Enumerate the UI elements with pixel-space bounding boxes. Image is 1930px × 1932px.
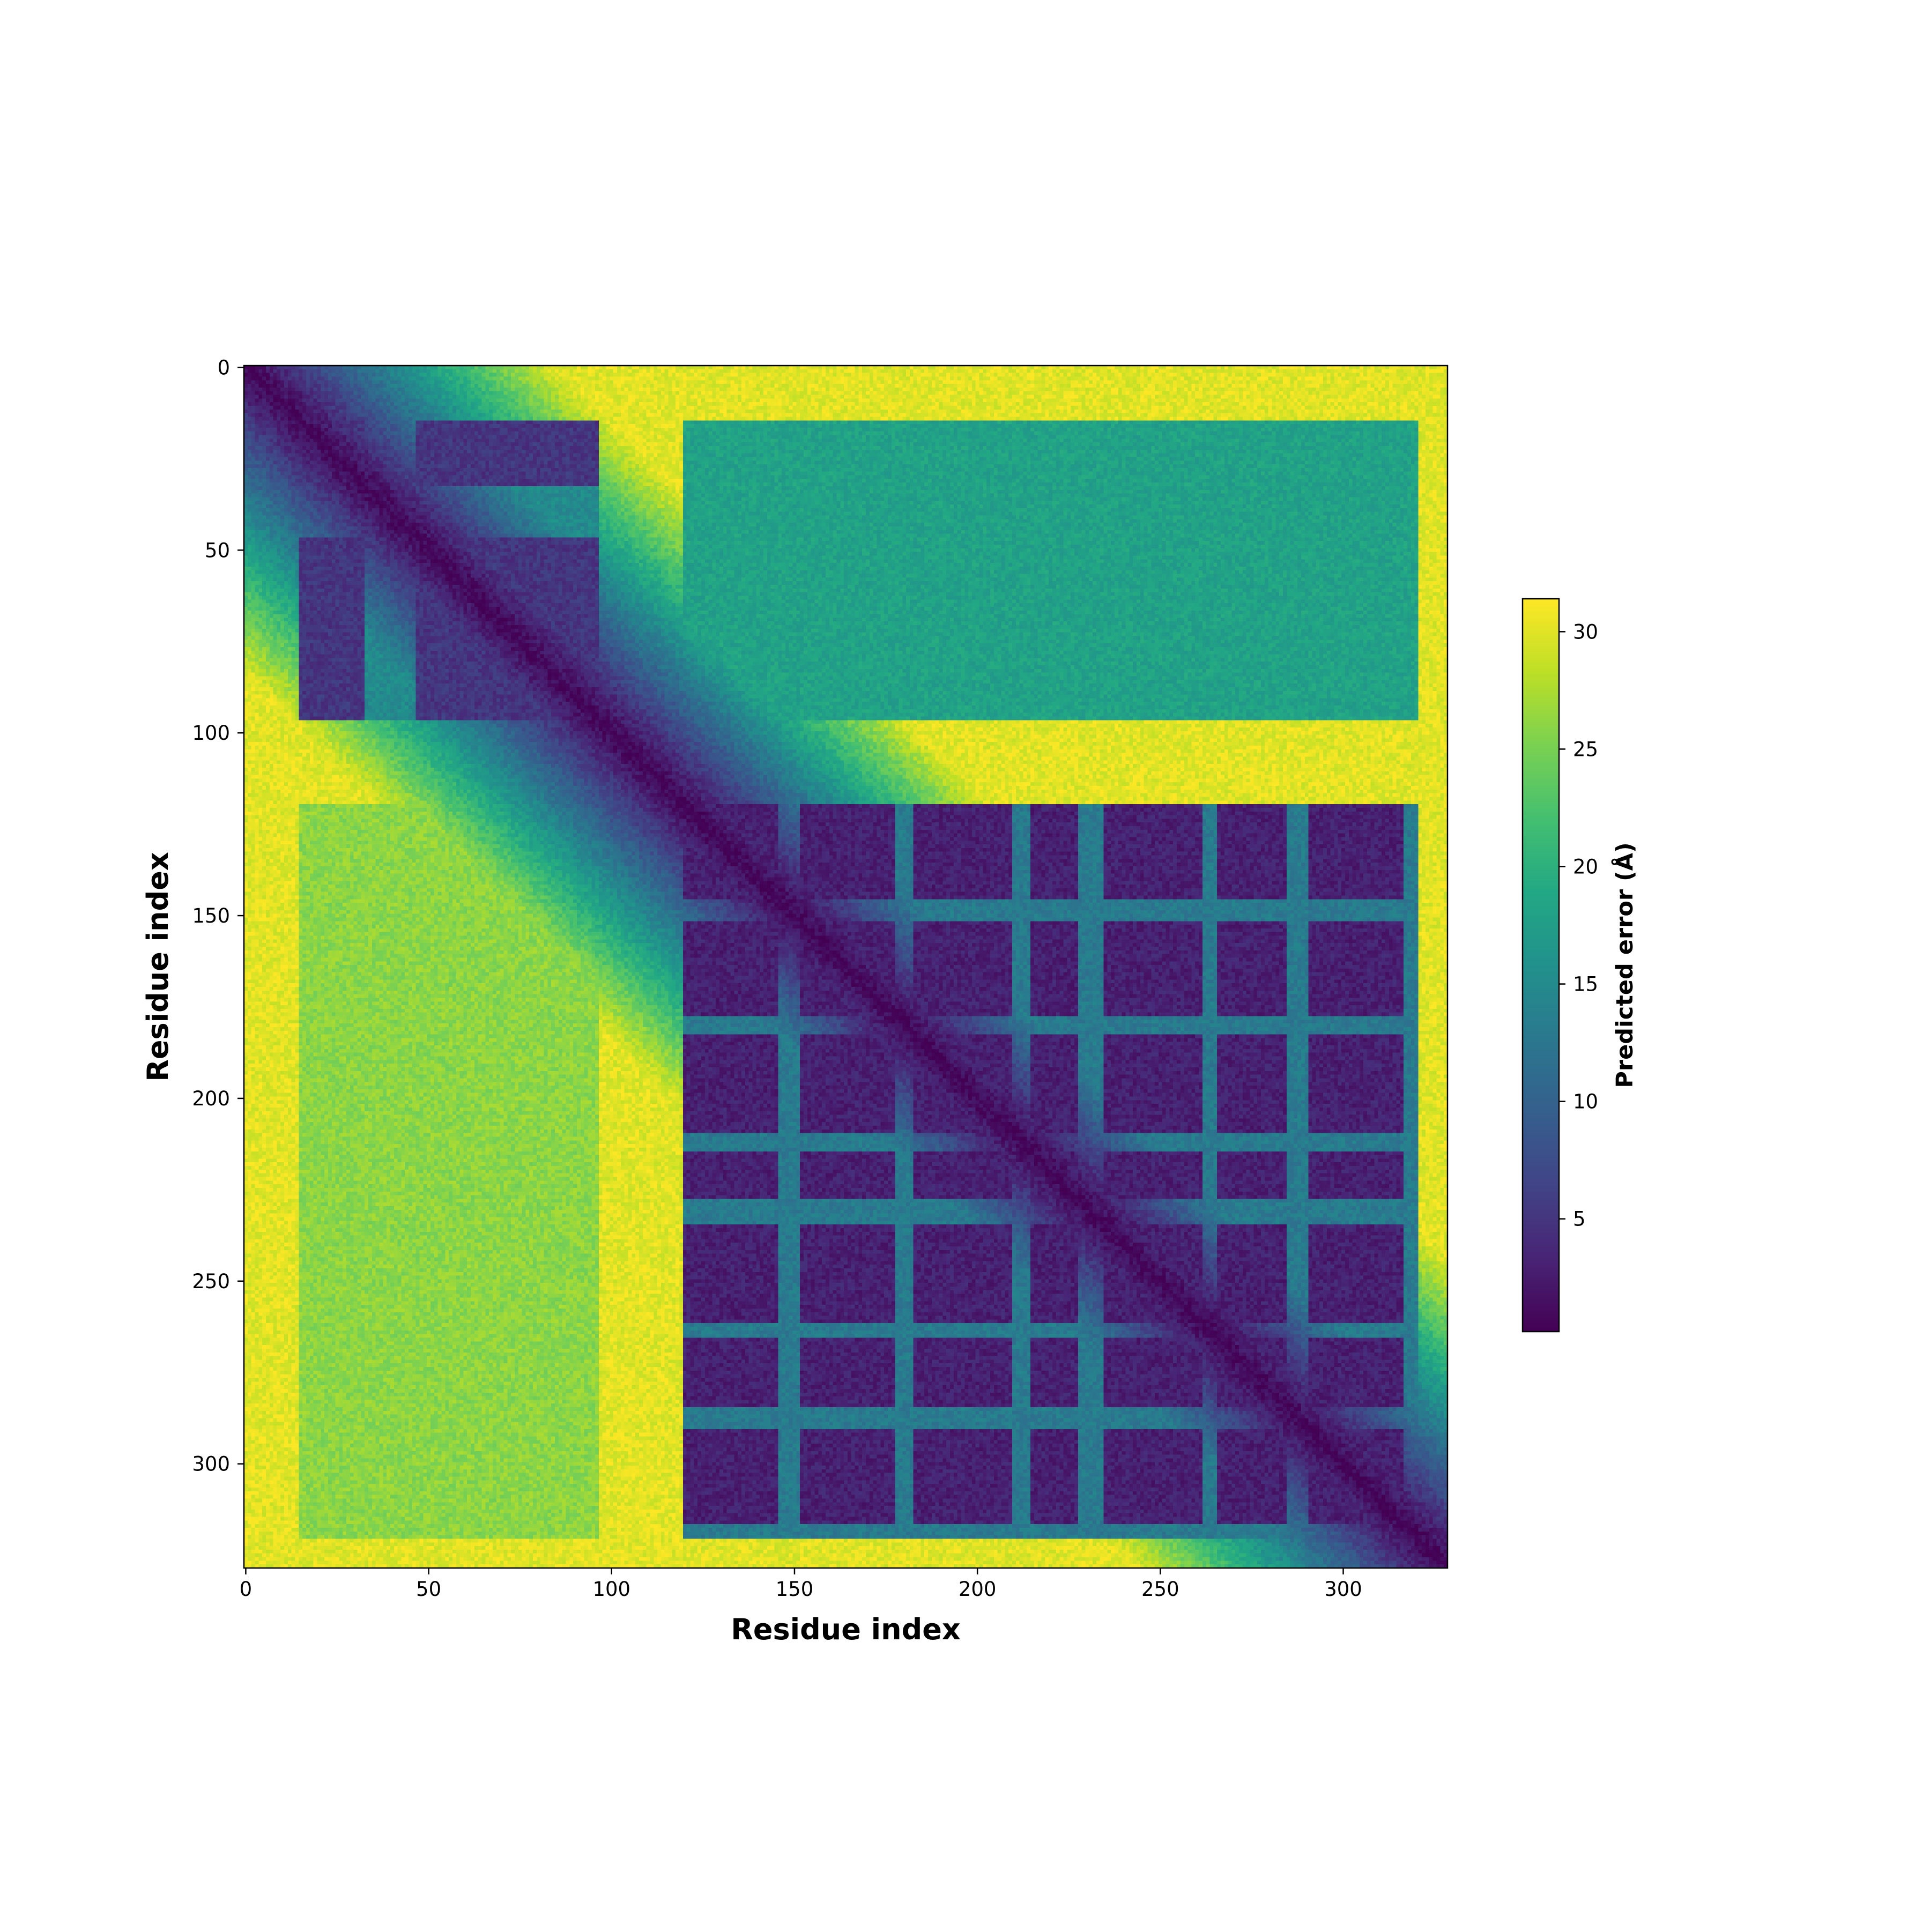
x-axis-title: Residue index <box>731 1613 961 1646</box>
colorbar-ticks: 5 10 15 20 25 30 <box>1559 620 1598 1231</box>
colorbar-tick-label: 25 <box>1573 738 1598 761</box>
y-tick-label: 300 <box>192 1453 230 1476</box>
x-axis-ticks: 0 50 100 150 200 250 300 <box>240 1568 1362 1601</box>
y-axis-ticks: 0 50 100 150 200 250 300 <box>192 356 244 1476</box>
y-tick-label: 250 <box>192 1270 230 1293</box>
colorbar-tick-label: 5 <box>1573 1208 1586 1231</box>
x-tick-label: 150 <box>776 1578 814 1601</box>
y-tick-label: 100 <box>192 722 230 745</box>
colorbar-tick-label: 10 <box>1573 1090 1598 1113</box>
y-tick-label: 150 <box>192 904 230 927</box>
y-tick-label: 0 <box>217 356 230 379</box>
x-tick-label: 50 <box>416 1578 441 1601</box>
y-axis-title: Residue index <box>141 852 175 1082</box>
x-tick-label: 200 <box>959 1578 997 1601</box>
x-tick-label: 100 <box>592 1578 630 1601</box>
heatmap-cells <box>244 366 1448 1568</box>
x-tick-label: 0 <box>240 1578 253 1601</box>
plot-frame <box>243 365 1449 1569</box>
colorbar-tick-label: 15 <box>1573 973 1598 996</box>
x-tick-label: 250 <box>1141 1578 1179 1601</box>
y-tick-label: 200 <box>192 1087 230 1110</box>
heatmap-image <box>244 366 1448 1568</box>
colorbar <box>1521 598 1560 1333</box>
colorbar-title: Predicted error (Å) <box>1611 842 1638 1088</box>
y-tick-label: 50 <box>205 539 230 562</box>
x-tick-label: 300 <box>1324 1578 1362 1601</box>
colorbar-tick-label: 20 <box>1573 855 1598 878</box>
colorbar-tick-label: 30 <box>1573 620 1598 643</box>
